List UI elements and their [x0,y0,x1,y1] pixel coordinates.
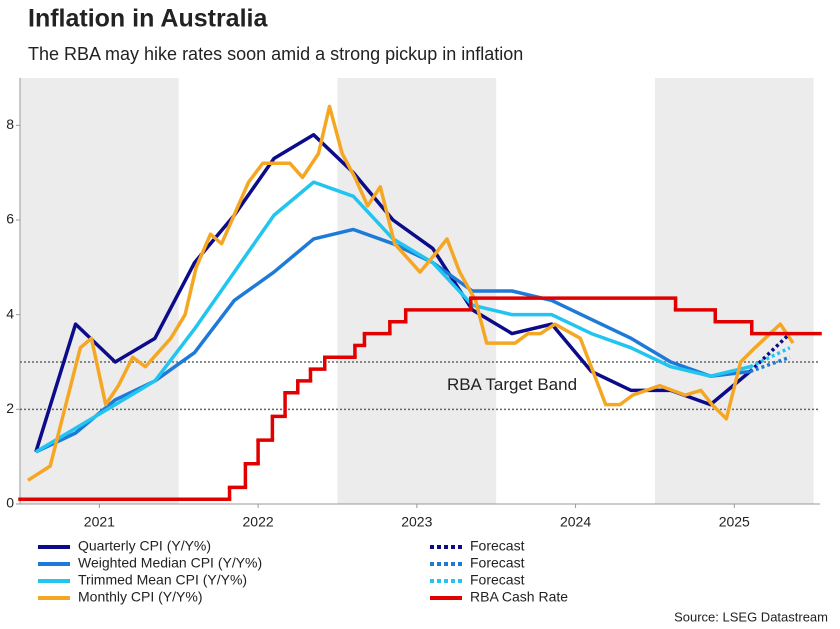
legend-label: Forecast [470,572,525,588]
series-line [26,104,795,482]
legend-label: Forecast [470,555,525,571]
legend-label: Forecast [470,538,525,554]
legend-label: Monthly CPI (Y/Y%) [78,589,202,605]
x-tick-label: 2022 [243,514,274,530]
year-band [20,78,179,504]
x-tick-label: 2025 [719,514,750,530]
forecast-line [749,346,791,369]
x-tick-label: 2021 [84,514,115,530]
year-band [654,78,814,504]
target-label: RBA Target Band [447,375,577,394]
forecast-line [749,355,791,374]
x-tick-label: 2023 [401,514,432,530]
y-tick-label: 2 [6,400,14,416]
legend-label: Quarterly CPI (Y/Y%) [78,538,211,554]
legend-label: RBA Cash Rate [470,589,568,605]
chart-subtitle: The RBA may hike rates soon amid a stron… [28,44,523,64]
source: Source: LSEG Datastream [674,609,828,624]
legend-label: Trimmed Mean CPI (Y/Y%) [78,572,247,588]
x-tick-label: 2024 [560,514,591,530]
series-line [34,133,752,453]
legend-label: Weighted Median CPI (Y/Y%) [78,555,262,571]
y-tick-label: 8 [6,116,14,132]
y-tick-label: 6 [6,211,14,227]
y-tick-label: 0 [6,495,14,511]
y-tick-label: 4 [6,305,14,321]
chart-title: Inflation in Australia [28,5,268,33]
